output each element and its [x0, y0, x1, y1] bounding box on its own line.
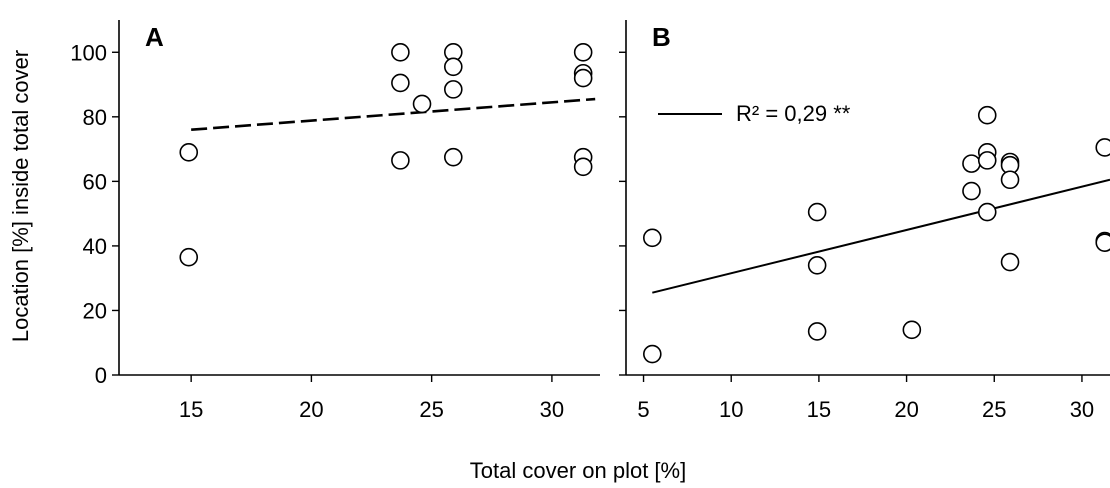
- trend-line: [191, 97, 596, 132]
- panel-b: 5 10 15 20 25 30 B R² = 0,29 **: [619, 20, 1110, 422]
- data-point: [573, 42, 593, 62]
- data-point: [1000, 170, 1020, 190]
- data-point: [1095, 233, 1110, 252]
- x-tick-label: 30: [1070, 397, 1094, 422]
- y-tick-label: 60: [83, 169, 107, 194]
- x-tick-label: 25: [419, 397, 443, 422]
- y-tick-label: 0: [95, 363, 107, 388]
- x-tick-label: 15: [807, 397, 831, 422]
- data-point: [391, 42, 410, 62]
- data-point: [179, 247, 199, 267]
- data-point: [977, 202, 997, 222]
- data-point: [573, 68, 593, 88]
- y-tick-label: 40: [83, 234, 107, 259]
- data-point: [902, 320, 922, 340]
- panel-label: B: [652, 22, 671, 52]
- data-point: [643, 228, 662, 248]
- x-tick-label: 5: [637, 397, 649, 422]
- data-point: [443, 80, 463, 99]
- data-point: [643, 344, 662, 364]
- x-tick-label: 25: [982, 397, 1006, 422]
- x-tick-label: 20: [894, 397, 918, 422]
- data-point: [962, 154, 981, 173]
- x-tick-label: 10: [719, 397, 743, 422]
- data-point: [391, 151, 410, 170]
- y-axis-title: Location [%] inside total cover: [8, 50, 33, 342]
- data-point: [962, 181, 981, 201]
- data-point: [1095, 138, 1110, 157]
- legend-label: R² = 0,29 **: [736, 101, 851, 126]
- y-tick-label: 100: [70, 40, 107, 65]
- y-tick-label: 80: [83, 105, 107, 130]
- panel-a: 0 20 40 60 80 100 15 20 25 30 A: [70, 20, 600, 422]
- data-point: [443, 147, 463, 167]
- data-point: [807, 202, 827, 222]
- y-tick-label: 20: [83, 298, 107, 323]
- data-point: [443, 57, 463, 77]
- data-point: [573, 157, 593, 177]
- data-point: [807, 322, 827, 341]
- x-tick-label: 20: [299, 397, 323, 422]
- data-point: [391, 73, 410, 93]
- x-axis-title: Total cover on plot [%]: [470, 458, 686, 483]
- trend-line: [652, 178, 1110, 294]
- data-point: [179, 143, 199, 162]
- data-point: [807, 255, 827, 275]
- data-point: [977, 105, 997, 125]
- data-point: [412, 94, 432, 114]
- data-point: [1000, 252, 1020, 272]
- x-tick-label: 30: [540, 397, 564, 422]
- data-point: [977, 151, 997, 170]
- panel-label: A: [145, 22, 164, 52]
- x-tick-label: 15: [179, 397, 203, 422]
